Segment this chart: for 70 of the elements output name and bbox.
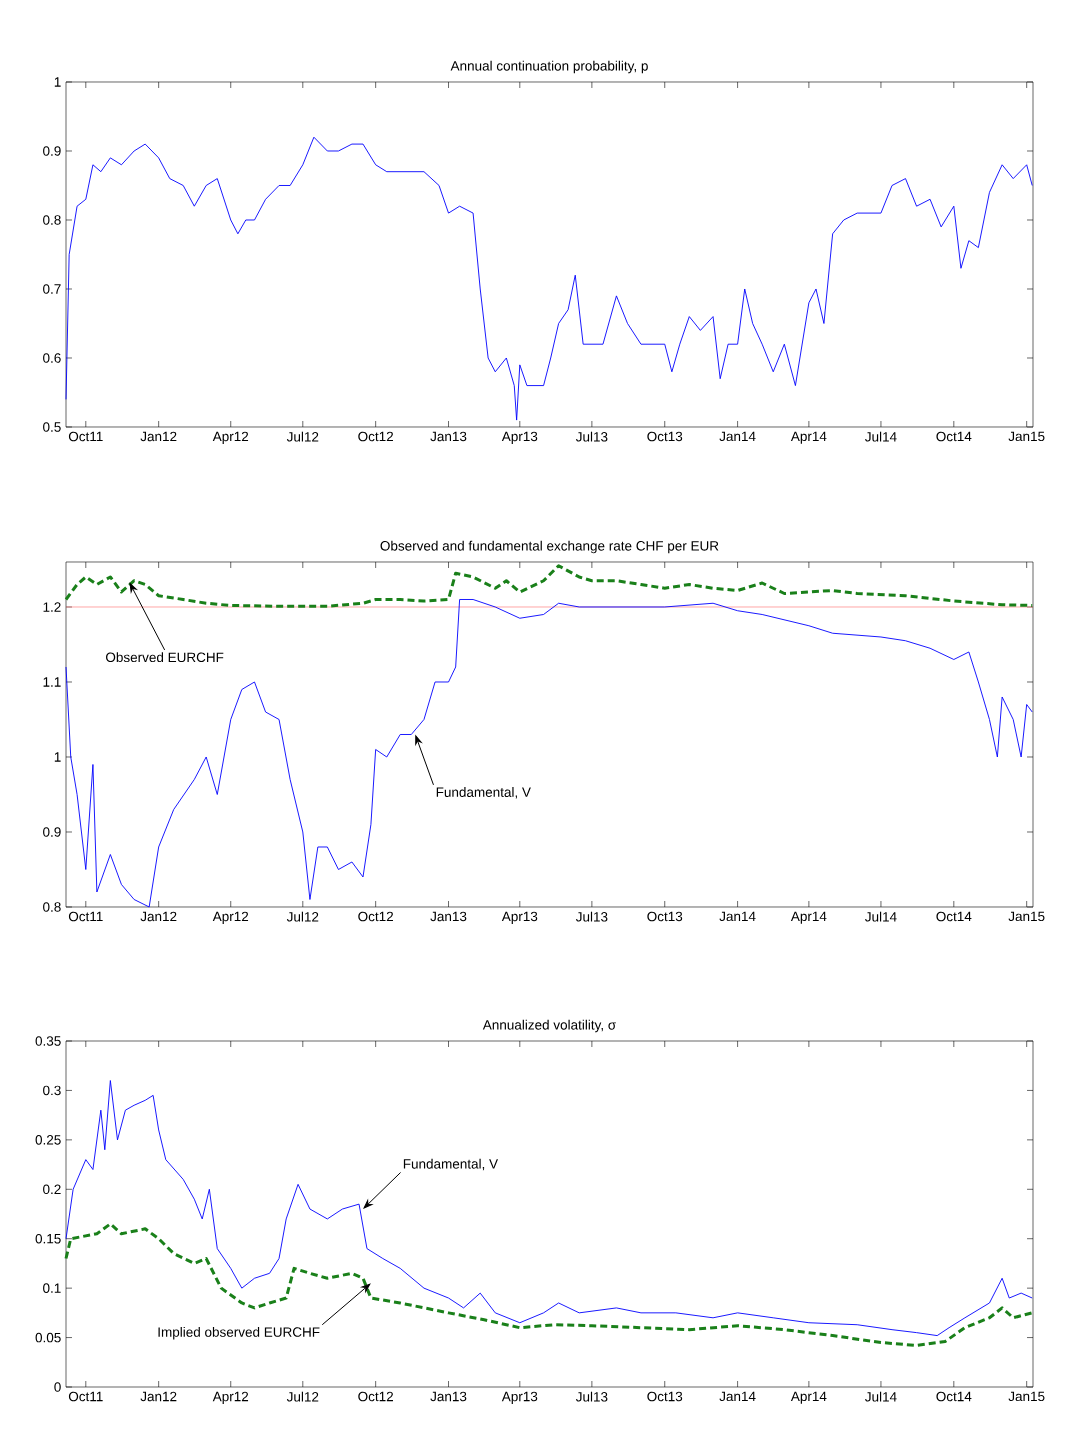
y-tick-label: 0.9 [43, 146, 61, 156]
y-tick-label: 1.1 [43, 677, 61, 687]
annotation: Observed EURCHF [106, 652, 224, 663]
x-tick-label: Jan12 [140, 431, 177, 442]
chart-title: Annualized volatility, σ [482, 1019, 616, 1033]
y-tick-label: 1.2 [43, 602, 61, 612]
x-tick-label: Jan15 [1008, 431, 1045, 442]
y-tick-label: 0.05 [35, 1332, 61, 1343]
x-tick-label: Jan12 [140, 1391, 177, 1402]
x-tick-label: Jan15 [1008, 1391, 1045, 1402]
annotation: Implied observed EURCHF [158, 1326, 320, 1340]
x-tick-label: Apr13 [501, 1391, 538, 1404]
y-tick-label: 0.15 [35, 1233, 61, 1244]
x-tick-label: Jan14 [719, 1391, 756, 1402]
x-tick-label: Apr12 [212, 911, 249, 924]
x-tick-label: Oct11 [68, 1391, 103, 1402]
x-tick-label: Jan13 [430, 911, 467, 922]
y-tick-label: 1 [54, 752, 61, 762]
x-tick-label: Apr14 [790, 431, 827, 444]
annotation: Fundamental, V [436, 787, 531, 799]
x-tick-label: Oct12 [358, 911, 393, 922]
x-tick-label: Jul14 [865, 911, 897, 922]
annotation: Fundamental, V [403, 1158, 498, 1171]
x-tick-label: Jul13 [575, 431, 608, 442]
x-tick-label: Oct11 [68, 431, 103, 442]
y-tick-label: 0.2 [43, 1184, 61, 1195]
chart-title: Annual continuation probability, p [450, 60, 648, 74]
y-tick-label: 0.25 [35, 1135, 61, 1145]
x-tick-label: Oct13 [647, 1391, 683, 1402]
x-tick-label: Jul12 [286, 911, 319, 922]
y-tick-label: 0.35 [35, 1036, 61, 1046]
y-tick-label: 0.3 [43, 1085, 61, 1096]
x-tick-label: Apr12 [212, 1391, 249, 1404]
y-tick-label: 0.1 [43, 1283, 61, 1293]
y-tick-label: 0 [54, 1382, 61, 1392]
x-tick-label: Jan15 [1008, 911, 1045, 922]
x-tick-label: Jan13 [430, 431, 467, 442]
x-tick-label: Jul14 [865, 1391, 897, 1402]
x-tick-label: Apr14 [790, 1391, 827, 1404]
x-tick-label: Apr12 [212, 431, 249, 444]
y-tick-label: 0.5 [43, 422, 61, 432]
y-tick-label: 0.6 [43, 353, 61, 363]
x-tick-label: Oct12 [358, 431, 393, 442]
y-tick-label: 0.9 [43, 827, 61, 837]
x-tick-label: Jul12 [286, 431, 319, 442]
x-tick-label: Jul13 [575, 911, 608, 922]
x-tick-label: Oct11 [68, 911, 103, 922]
x-tick-label: Jan13 [430, 1391, 467, 1402]
x-tick-label: Apr13 [501, 911, 538, 924]
x-tick-label: Oct14 [936, 911, 972, 922]
x-tick-label: Jul13 [575, 1391, 608, 1402]
chart-title: Observed and fundamental exchange rate CHF per EUR [380, 540, 719, 554]
x-tick-label: Jul14 [865, 431, 897, 442]
x-tick-label: Jan14 [719, 431, 756, 442]
x-tick-label: Oct14 [936, 1391, 972, 1402]
x-tick-label: Oct12 [358, 1391, 393, 1402]
x-tick-label: Oct13 [647, 431, 683, 442]
x-tick-label: Jan14 [719, 911, 756, 922]
x-tick-label: Apr14 [790, 911, 827, 924]
y-tick-label: 0.8 [43, 902, 61, 912]
x-tick-label: Jul12 [286, 1391, 319, 1402]
x-tick-label: Apr13 [501, 431, 538, 444]
x-tick-label: Oct13 [647, 911, 683, 922]
x-tick-label: Oct14 [936, 431, 972, 442]
line-series [64, 564, 1034, 608]
line-series [64, 1222, 1034, 1347]
y-tick-label: 0.7 [43, 284, 61, 294]
y-tick-label: 0.8 [43, 215, 61, 225]
x-tick-label: Jan12 [140, 911, 177, 922]
y-tick-label: 1 [54, 77, 61, 87]
